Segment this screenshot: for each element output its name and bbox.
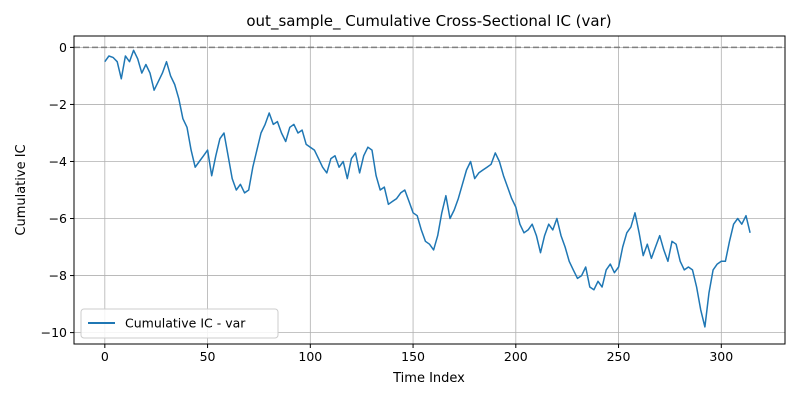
x-tick-label: 0 [101,349,109,364]
y-tick-label: −4 [49,154,67,169]
legend-label: Cumulative IC - var [125,316,246,331]
legend: Cumulative IC - var [80,308,279,339]
x-tick-label: 200 [504,349,528,364]
x-tick-label: 150 [401,349,425,364]
x-axis-label: Time Index [392,371,465,386]
legend-box [80,308,279,339]
chart-title: out_sample_ Cumulative Cross-Sectional I… [246,12,611,31]
series-line [104,49,751,328]
grid [74,36,785,344]
y-axis-label: Cumulative IC [14,144,29,235]
y-tick-label: 0 [59,40,67,55]
x-tick-label: 100 [298,349,322,364]
y-tick-label: −10 [41,325,67,340]
y-tick-label: −2 [49,97,67,112]
x-tick-label: 300 [709,349,733,364]
y-tick-label: −6 [49,211,67,226]
series-layer [104,49,751,328]
x-tick-label: 250 [607,349,631,364]
y-axis-ticks: 0 −2 −4 −6 −8 −10 [41,40,74,340]
x-axis-ticks: 0 50 100 150 200 250 300 [101,344,733,364]
y-tick-label: −8 [49,268,67,283]
plot-frame [73,35,786,345]
x-tick-label: 50 [200,349,216,364]
